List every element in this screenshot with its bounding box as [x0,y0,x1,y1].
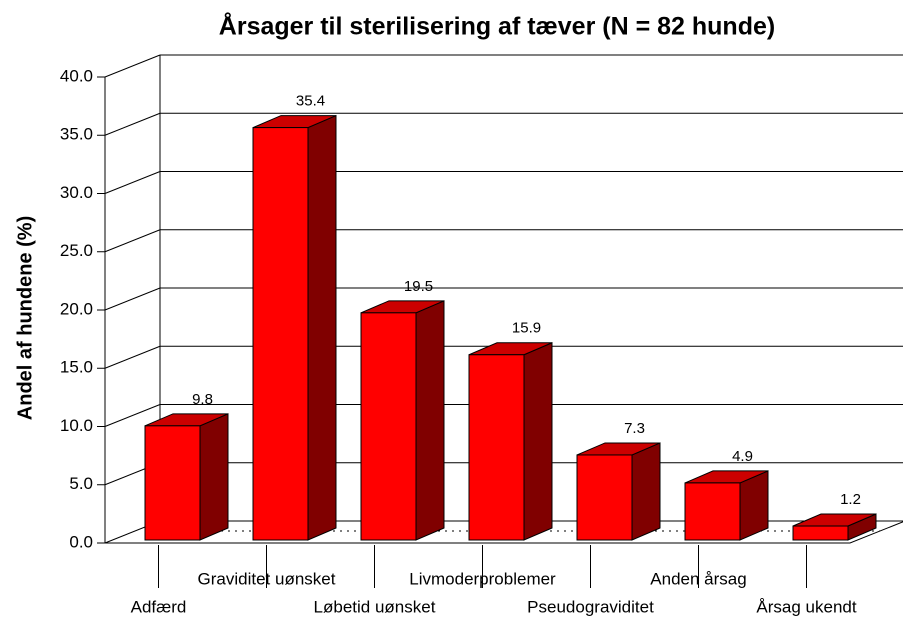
bar-side [631,442,661,541]
value-label: 35.4 [296,93,325,110]
value-label: 19.5 [404,278,433,295]
grid-line [104,54,161,78]
x-tick-label: Livmoderproblemer [409,569,556,588]
y-tick-label: 40.0 [60,66,93,85]
x-tick-label: Graviditet uønsket [198,569,336,588]
y-tick-label: 30.0 [60,183,93,202]
bar-side [523,342,553,541]
bar [792,525,849,541]
bar [252,127,309,541]
value-label: 1.2 [840,491,861,508]
bar [468,354,525,541]
bar [360,312,417,541]
y-tick-label: 15.0 [60,358,93,377]
x-tick-label: Adfærd [131,597,187,616]
bar-side [415,300,445,541]
value-label: 7.3 [624,420,645,437]
bar [144,425,201,541]
y-tick-label: 35.0 [60,125,93,144]
x-tick-label: Løbetid uønsket [314,597,436,616]
grid-line [104,404,161,427]
chart-title: Årsager til sterilisering af tæver (N = … [219,12,775,41]
bar-side [199,413,229,541]
value-label: 9.8 [192,391,213,408]
bar [576,454,633,541]
bar [684,482,741,541]
value-label: 15.9 [512,320,541,337]
y-tick-label: 0.0 [69,532,93,551]
y-tick-label: 10.0 [60,416,93,435]
y-tick-label: 5.0 [69,474,93,493]
x-tick-label: Årsag ukendt [756,597,856,616]
x-tick-label: Pseudograviditet [527,597,654,616]
grid-line [104,287,161,311]
grid-line [104,171,161,194]
grid-line [104,229,161,253]
grid-line [104,345,161,369]
value-label: 4.9 [732,448,753,465]
y-tick-label: 25.0 [60,241,93,260]
x-tick-label: Anden årsag [650,569,746,588]
bar-side [307,114,337,541]
y-axis-label: Andel af hundene (%) [14,216,36,420]
y-tick-label: 20.0 [60,299,93,318]
grid-line [104,112,161,136]
